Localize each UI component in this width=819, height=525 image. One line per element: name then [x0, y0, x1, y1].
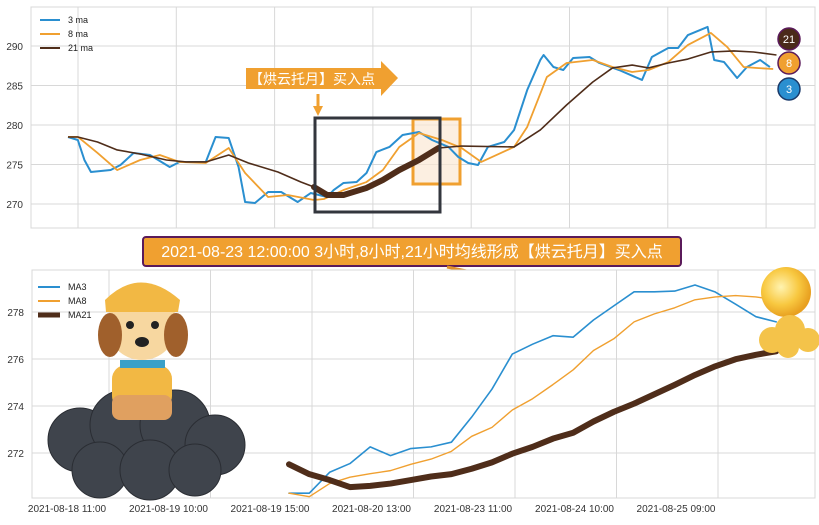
- down-arrow-head: [313, 106, 323, 116]
- dog-mascot-icon: [98, 282, 188, 420]
- badge-21: 21: [777, 27, 801, 51]
- legend-label-MA3: MA3: [68, 282, 87, 292]
- bottom-x-tick-label: 2021-08-24 10:00: [535, 504, 614, 515]
- arrow-shape: [246, 61, 398, 96]
- top-y-tick-label: 275: [6, 161, 23, 172]
- bottom-chart: 272 274 276 278 2021-08-18 11:00 2021-08-19 …: [7, 267, 819, 515]
- badge-3: 3: [777, 77, 801, 101]
- bottom-x-ticks: 2021-08-18 11:00 2021-08-19 10:00 2021-08-…: [28, 504, 716, 515]
- bottom-line-MA8: [288, 294, 777, 498]
- legend-label-8ma: 8 ma: [68, 29, 88, 39]
- arrow-label-text: 【烘云托月】买入点: [249, 71, 375, 87]
- bottom-line-MA3: [288, 284, 778, 494]
- badge-3-text: 3: [786, 84, 792, 96]
- bottom-ma-lines: [286, 284, 780, 498]
- golden-cloud-icon: [759, 315, 819, 358]
- top-y-ticks: 270 275 280 285 290: [6, 42, 23, 211]
- bottom-x-tick-label: 2021-08-23 11:00: [434, 504, 513, 515]
- top-y-tick-label: 285: [6, 82, 23, 93]
- top-legend: 3 ma 8 ma 21 ma: [40, 15, 93, 53]
- moon-on-cloud-illustration: [759, 267, 819, 358]
- dog-on-cloud-illustration: [47, 282, 246, 501]
- black-highlight-box: [313, 116, 442, 214]
- bottom-x-tick-label: 2021-08-19 10:00: [129, 504, 208, 515]
- top-chart: 270 275 280 285 290 【烘云托月】买入点 3 ma 8 ma 21 m…: [6, 6, 816, 229]
- badge-8: 8: [777, 51, 801, 75]
- top-y-tick-label: 290: [6, 42, 23, 53]
- bottom-x-tick-label: 2021-08-19 15:00: [231, 504, 310, 515]
- moon-icon: [761, 267, 811, 317]
- buy-point-arrow-label: 【烘云托月】买入点: [246, 61, 398, 116]
- badge-21-text: 21: [783, 34, 795, 46]
- legend-label-MA8: MA8: [68, 296, 87, 306]
- bottom-y-tick-label: 276: [7, 355, 24, 366]
- bottom-legend: MA3 MA8 MA21: [38, 282, 92, 320]
- top-y-tick-label: 280: [6, 121, 23, 132]
- top-line-21ma-emphasis: [311, 144, 442, 198]
- badge-8-text: 8: [786, 58, 792, 70]
- bottom-y-tick-label: 274: [7, 402, 24, 413]
- bottom-x-tick-label: 2021-08-18 11:00: [28, 504, 107, 515]
- bottom-x-tick-label: 2021-08-20 13:00: [332, 504, 411, 515]
- bottom-y-ticks: 272 274 276 278: [7, 308, 24, 460]
- bottom-x-tick-label: 2021-08-25 09:00: [637, 504, 716, 515]
- bottom-y-tick-label: 278: [7, 308, 24, 319]
- top-ma-lines: [67, 25, 777, 204]
- signal-banner-text: 2021-08-23 12:00:00 3小时,8小时,21小时均线形成【烘云托…: [161, 243, 663, 261]
- legend-label-MA21: MA21: [68, 310, 92, 320]
- legend-label-3ma: 3 ma: [68, 15, 88, 25]
- top-y-tick-label: 270: [6, 200, 23, 211]
- bottom-line-MA21: [286, 348, 780, 491]
- bottom-y-tick-label: 272: [7, 449, 24, 460]
- legend-label-21ma: 21 ma: [68, 43, 93, 53]
